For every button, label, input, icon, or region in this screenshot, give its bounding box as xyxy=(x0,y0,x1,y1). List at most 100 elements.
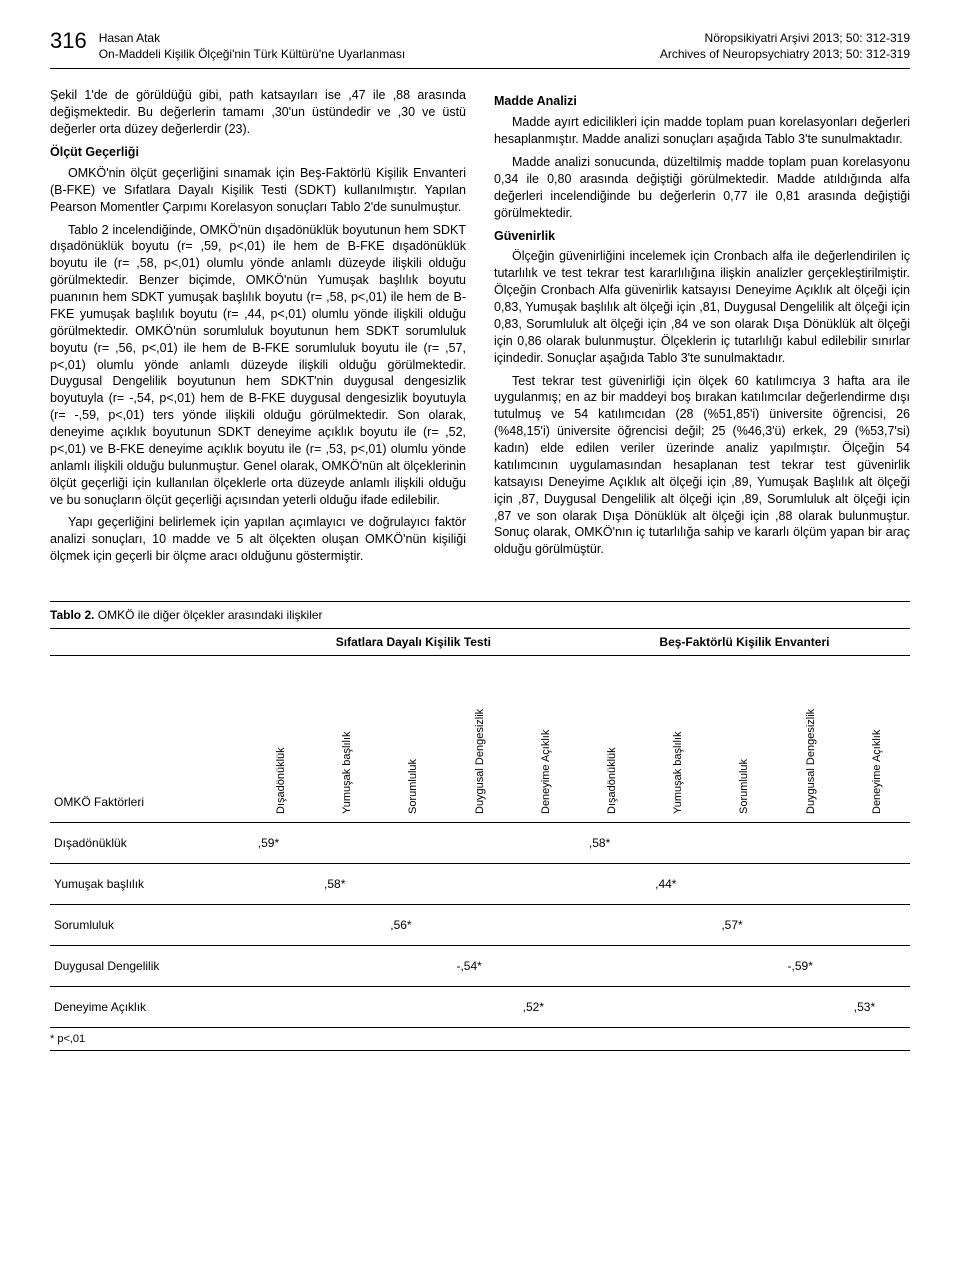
col-head-1: Yumuşak başlılık xyxy=(314,656,380,823)
header-right: Nöropsikiyatri Arşivi 2013; 50: 312-319 … xyxy=(660,30,910,62)
col-head-3: Duygusal Dengesizlik xyxy=(446,656,512,823)
cell: -,59* xyxy=(778,946,844,987)
cell xyxy=(380,864,446,905)
right-p1: Madde ayırt edicilikleri için madde topl… xyxy=(494,114,910,148)
cell: ,56* xyxy=(380,905,446,946)
col-head-2: Sorumluluk xyxy=(380,656,446,823)
header-title: On-Maddeli Kişilik Ölçeği'nin Türk Kültü… xyxy=(99,46,405,62)
table-2: Tablo 2. OMKÖ ile diğer ölçekler arasınd… xyxy=(50,601,910,1051)
cell xyxy=(778,905,844,946)
cell: ,44* xyxy=(645,864,711,905)
table-row: Sorumluluk ,56* ,57* xyxy=(50,905,910,946)
cell xyxy=(645,987,711,1028)
cell xyxy=(579,946,645,987)
cell xyxy=(380,823,446,864)
table-factor-head: OMKÖ Faktörleri xyxy=(50,656,248,823)
cell xyxy=(778,823,844,864)
correlation-table: OMKÖ Faktörleri Dışadönüklük Yumuşak baş… xyxy=(50,655,910,1027)
cell xyxy=(314,987,380,1028)
col-head-4: Deneyime Açıklık xyxy=(513,656,579,823)
col-head-8: Duygusal Dengesizlik xyxy=(778,656,844,823)
row-label: Deneyime Açıklık xyxy=(50,987,248,1028)
cell xyxy=(711,946,777,987)
cell xyxy=(711,987,777,1028)
cell xyxy=(778,864,844,905)
row-label: Duygusal Dengelilik xyxy=(50,946,248,987)
cell xyxy=(844,905,910,946)
cell xyxy=(513,946,579,987)
right-column: Madde Analizi Madde ayırt edicilikleri i… xyxy=(494,87,910,571)
row-label: Yumuşak başlılık xyxy=(50,864,248,905)
cell xyxy=(248,864,314,905)
left-column: Şekil 1'de de görüldüğü gibi, path katsa… xyxy=(50,87,466,571)
cell xyxy=(446,864,512,905)
table-row: Deneyime Açıklık ,52* ,53* xyxy=(50,987,910,1028)
running-header: 316 Hasan Atak On-Maddeli Kişilik Ölçeği… xyxy=(50,30,910,69)
cell: ,58* xyxy=(579,823,645,864)
right-p3: Ölçeğin güvenirliğini incelemek için Cro… xyxy=(494,248,910,366)
cell: ,53* xyxy=(844,987,910,1028)
right-h1: Madde Analizi xyxy=(494,93,910,110)
cell xyxy=(711,823,777,864)
cell xyxy=(248,987,314,1028)
cell: -,54* xyxy=(446,946,512,987)
cell xyxy=(844,823,910,864)
cell xyxy=(579,864,645,905)
right-h2: Güvenirlik xyxy=(494,228,910,245)
row-label: Dışadönüklük xyxy=(50,823,248,864)
journal-en: Archives of Neuropsychiatry 2013; 50: 31… xyxy=(660,46,910,62)
cell xyxy=(446,987,512,1028)
cell xyxy=(844,864,910,905)
header-left: 316 Hasan Atak On-Maddeli Kişilik Ölçeği… xyxy=(50,30,405,62)
row-label: Sorumluluk xyxy=(50,905,248,946)
cell xyxy=(248,946,314,987)
left-p1: Şekil 1'de de görüldüğü gibi, path katsa… xyxy=(50,87,466,138)
cell xyxy=(711,864,777,905)
header-left-lines: Hasan Atak On-Maddeli Kişilik Ölçeği'nin… xyxy=(99,30,405,62)
body-columns: Şekil 1'de de görüldüğü gibi, path katsa… xyxy=(50,87,910,571)
cell xyxy=(314,946,380,987)
cell xyxy=(380,946,446,987)
table-header-row: OMKÖ Faktörleri Dışadönüklük Yumuşak baş… xyxy=(50,656,910,823)
table-group-row: Sıfatlara Dayalı Kişilik Testi Beş-Faktö… xyxy=(50,628,910,655)
right-p4: Test tekrar test güvenirliği için ölçek … xyxy=(494,373,910,559)
cell xyxy=(513,864,579,905)
cell xyxy=(778,987,844,1028)
col-head-6: Yumuşak başlılık xyxy=(645,656,711,823)
table-caption-label: Tablo 2. xyxy=(50,608,94,622)
cell xyxy=(645,946,711,987)
header-author: Hasan Atak xyxy=(99,30,405,46)
cell xyxy=(645,905,711,946)
cell xyxy=(513,905,579,946)
cell xyxy=(645,823,711,864)
page-number: 316 xyxy=(50,30,87,52)
table-caption-text: OMKÖ ile diğer ölçekler arasındaki ilişk… xyxy=(94,608,322,622)
table-caption: Tablo 2. OMKÖ ile diğer ölçekler arasınd… xyxy=(50,602,910,628)
table-group-left: Sıfatlara Dayalı Kişilik Testi xyxy=(248,629,579,655)
col-head-9: Deneyime Açıklık xyxy=(844,656,910,823)
cell xyxy=(844,946,910,987)
cell: ,57* xyxy=(711,905,777,946)
page: 316 Hasan Atak On-Maddeli Kişilik Ölçeği… xyxy=(0,0,960,1091)
left-p2: OMKÖ'nin ölçüt geçerliğini sınamak için … xyxy=(50,165,466,216)
table-group-right: Beş-Faktörlü Kişilik Envanteri xyxy=(579,629,910,655)
table-row: Duygusal Dengelilik -,54* -,59* xyxy=(50,946,910,987)
right-p2: Madde analizi sonucunda, düzeltilmiş mad… xyxy=(494,154,910,222)
left-h1: Ölçüt Geçerliği xyxy=(50,144,466,161)
table-row: Dışadönüklük ,59* ,58* xyxy=(50,823,910,864)
col-head-7: Sorumluluk xyxy=(711,656,777,823)
cell xyxy=(579,905,645,946)
cell xyxy=(579,987,645,1028)
cell: ,59* xyxy=(248,823,314,864)
cell xyxy=(513,823,579,864)
cell: ,52* xyxy=(513,987,579,1028)
table-body: Dışadönüklük ,59* ,58* Yumuşak başlılık … xyxy=(50,823,910,1028)
cell xyxy=(446,823,512,864)
cell xyxy=(446,905,512,946)
col-head-0: Dışadönüklük xyxy=(248,656,314,823)
table-footnote: * p<,01 xyxy=(50,1027,910,1050)
cell xyxy=(380,987,446,1028)
cell xyxy=(314,905,380,946)
cell xyxy=(248,905,314,946)
left-p3: Tablo 2 incelendiğinde, OMKÖ'nün dışadön… xyxy=(50,222,466,509)
